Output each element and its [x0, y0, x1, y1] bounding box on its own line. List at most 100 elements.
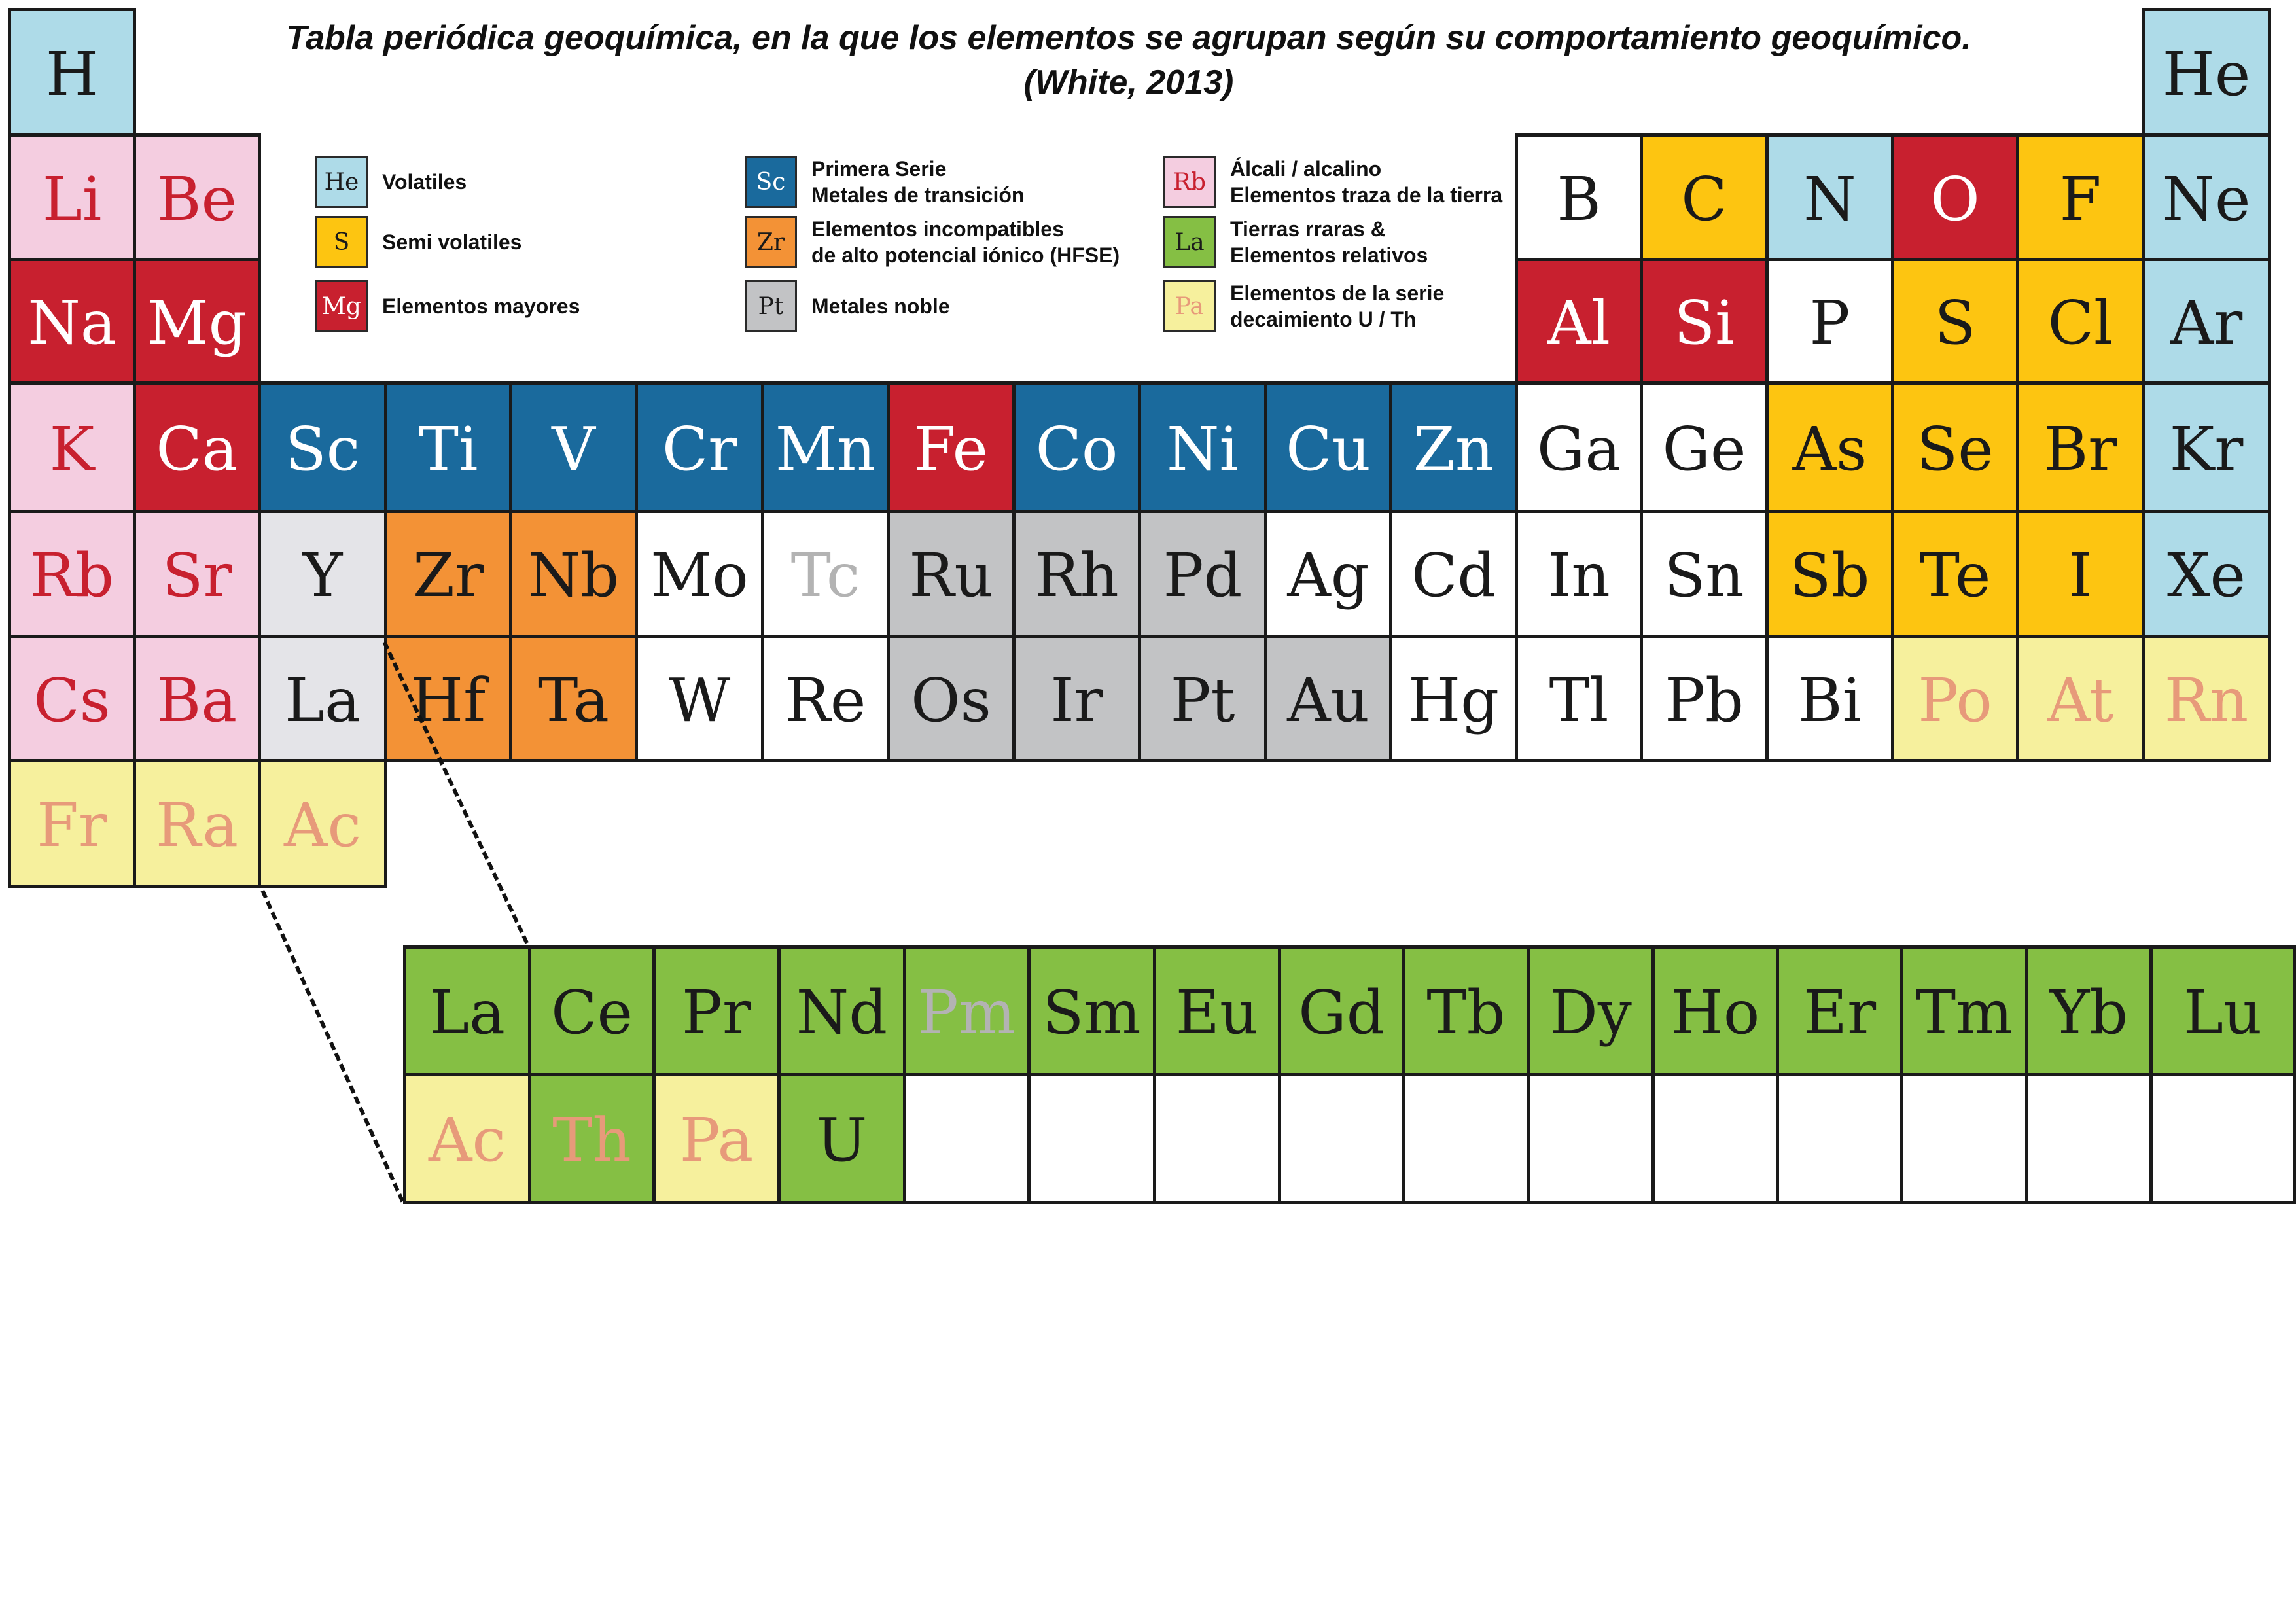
element-cell-ge: Ge — [1640, 381, 1769, 513]
element-cell-c: C — [1640, 133, 1769, 261]
legend-label-line: Álcali / alcalino — [1230, 157, 1382, 181]
fblock-empty-cell — [1651, 1073, 1779, 1204]
element-cell-mn: Mn — [761, 381, 890, 513]
element-cell-ga: Ga — [1515, 381, 1643, 513]
legend-label-line: Elementos de la serie — [1230, 281, 1445, 305]
fblock-cell-pr: Pr — [652, 945, 781, 1076]
element-cell-in: In — [1515, 510, 1643, 638]
element-cell-br: Br — [2016, 381, 2145, 513]
element-cell-p: P — [1765, 258, 1894, 385]
element-cell-w: W — [635, 635, 764, 762]
legend-swatch-major: Mg — [315, 280, 368, 332]
element-cell-co: Co — [1012, 381, 1141, 513]
legend-swatch-ree: La — [1163, 216, 1216, 268]
legend-label-line: Tierras rraras & — [1230, 217, 1386, 241]
element-cell-cl: Cl — [2016, 258, 2145, 385]
element-cell-k: K — [8, 381, 136, 513]
element-cell-at: At — [2016, 635, 2145, 762]
element-cell-ar: Ar — [2142, 258, 2271, 385]
element-cell-cr: Cr — [635, 381, 764, 513]
element-cell-la: La — [258, 635, 387, 762]
fblock-empty-cell — [1402, 1073, 1530, 1204]
element-cell-ca: Ca — [133, 381, 261, 513]
element-cell-kr: Kr — [2142, 381, 2271, 513]
element-cell-ag: Ag — [1264, 510, 1392, 638]
element-cell-ra: Ra — [133, 759, 261, 888]
element-cell-ni: Ni — [1138, 381, 1267, 513]
element-cell-mg: Mg — [133, 258, 261, 385]
legend-label-line: Elementos traza de la tierra — [1230, 183, 1503, 207]
element-cell-fr: Fr — [8, 759, 136, 888]
element-cell-zr: Zr — [384, 510, 512, 638]
element-cell-re: Re — [761, 635, 890, 762]
legend-label-line: Volatiles — [382, 170, 467, 194]
element-cell-o: O — [1891, 133, 2019, 261]
element-cell-pt: Pt — [1138, 635, 1267, 762]
element-cell-b: B — [1515, 133, 1643, 261]
element-cell-si: Si — [1640, 258, 1769, 385]
fblock-cell-nd: Nd — [777, 945, 906, 1076]
legend-label-line: Semi volatiles — [382, 230, 522, 254]
element-cell-he: He — [2142, 8, 2271, 137]
legend-label-alkali: Álcali / alcalino Elementos traza de la t… — [1230, 156, 1502, 208]
legend-label-ree: Tierras rraras & Elementos relativos — [1230, 216, 1428, 268]
fblock-empty-cell — [2149, 1073, 2296, 1204]
fblock-empty-cell — [2025, 1073, 2153, 1204]
element-cell-n: N — [1765, 133, 1894, 261]
element-cell-cd: Cd — [1389, 510, 1518, 638]
figure-title: Tabla periódica geoquímica, en la que lo… — [286, 19, 1971, 57]
element-cell-po: Po — [1891, 635, 2019, 762]
fblock-cell-eu: Eu — [1153, 945, 1281, 1076]
element-cell-se: Se — [1891, 381, 2019, 513]
fblock-cell-yb: Yb — [2025, 945, 2153, 1076]
element-cell-f: F — [2016, 133, 2145, 261]
legend-label-line: de alto potencial iónico (HFSE) — [811, 243, 1120, 267]
fblock-cell-la: La — [403, 945, 531, 1076]
figure-citation: (White, 2013) — [1023, 63, 1234, 101]
fblock-empty-cell — [1278, 1073, 1405, 1204]
element-cell-xe: Xe — [2142, 510, 2271, 638]
element-cell-rh: Rh — [1012, 510, 1141, 638]
element-cell-na: Na — [8, 258, 136, 385]
element-cell-h: H — [8, 8, 136, 137]
fblock-cell-tm: Tm — [1900, 945, 2028, 1076]
legend-label-line: Elementos mayores — [382, 294, 580, 318]
element-cell-y: Y — [258, 510, 387, 638]
fblock-empty-cell — [1900, 1073, 2028, 1204]
fblock-cell-tb: Tb — [1402, 945, 1530, 1076]
element-cell-bi: Bi — [1765, 635, 1894, 762]
legend-label-line: Elementos incompatibles — [811, 217, 1064, 241]
element-cell-sc: Sc — [258, 381, 387, 513]
element-cell-s: S — [1891, 258, 2019, 385]
element-cell-te: Te — [1891, 510, 2019, 638]
legend-label-transition: Primera Serie Metales de transición — [811, 156, 1024, 208]
fblock-cell-sm: Sm — [1027, 945, 1156, 1076]
element-cell-tl: Tl — [1515, 635, 1643, 762]
element-cell-sr: Sr — [133, 510, 261, 638]
fblock-empty-cell — [1527, 1073, 1655, 1204]
fblock-cell-dy: Dy — [1527, 945, 1655, 1076]
element-cell-ta: Ta — [509, 635, 638, 762]
fblock-cell-pm: Pm — [903, 945, 1031, 1076]
fblock-cell-ho: Ho — [1651, 945, 1779, 1076]
legend-swatch-transition: Sc — [745, 156, 797, 208]
fblock-cell-gd: Gd — [1278, 945, 1405, 1076]
legend-label-line: Elementos relativos — [1230, 243, 1428, 267]
element-cell-hg: Hg — [1389, 635, 1518, 762]
element-cell-au: Au — [1264, 635, 1392, 762]
element-cell-ba: Ba — [133, 635, 261, 762]
element-cell-ir: Ir — [1012, 635, 1141, 762]
element-cell-rb: Rb — [8, 510, 136, 638]
element-cell-os: Os — [887, 635, 1016, 762]
legend-swatch-semivolatile: S — [315, 216, 368, 268]
element-cell-rn: Rn — [2142, 635, 2271, 762]
element-cell-sb: Sb — [1765, 510, 1894, 638]
element-cell-ru: Ru — [887, 510, 1016, 638]
element-cell-cu: Cu — [1264, 381, 1392, 513]
element-cell-mo: Mo — [635, 510, 764, 638]
fblock-cell-pa: Pa — [652, 1073, 781, 1204]
element-cell-ac: Ac — [258, 759, 387, 888]
fblock-cell-th: Th — [528, 1073, 656, 1204]
legend-label-hfse: Elementos incompatibles de alto potencial… — [811, 216, 1120, 268]
